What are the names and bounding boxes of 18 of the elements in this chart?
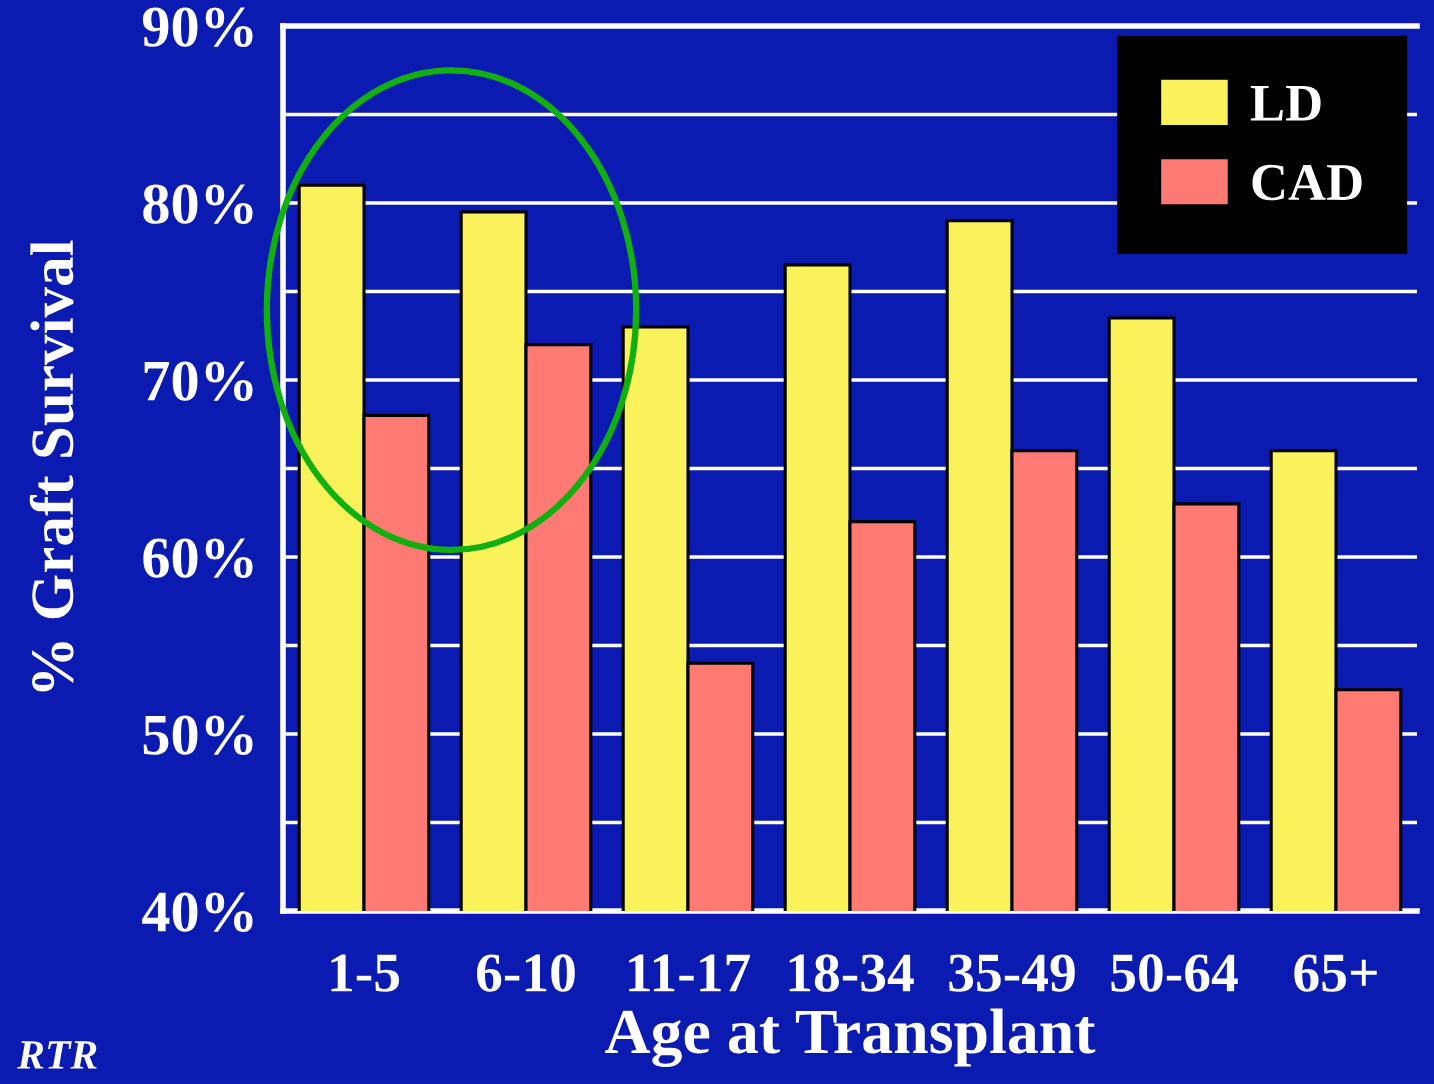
y-tick-label: 80% [143,184,253,224]
x-axis-title: Age at Transplant [605,1008,1096,1068]
y-tick-label: 50% [143,715,253,755]
x-tick-label: 11-17 [629,954,750,992]
legend-label: CAD [1252,164,1362,201]
x-tick-label: 50-64 [1111,954,1238,992]
y-tick-label: 90% [142,7,253,47]
y-tick-label: 40% [142,892,253,932]
x-tick-label: 1-5 [331,954,399,992]
x-tick-label: 65+ [1294,954,1377,992]
x-tick-label: 6-10 [476,954,575,992]
legend-label: LD [1250,85,1321,121]
x-tick-label: 18-34 [789,954,914,992]
x-tick-label: 35-49 [949,954,1075,992]
y-tick-label: 60% [143,538,253,578]
y-tick-label: 70% [144,361,253,401]
y-axis-title: % Graft Survival [29,240,74,692]
text: RTR [17,1041,97,1069]
